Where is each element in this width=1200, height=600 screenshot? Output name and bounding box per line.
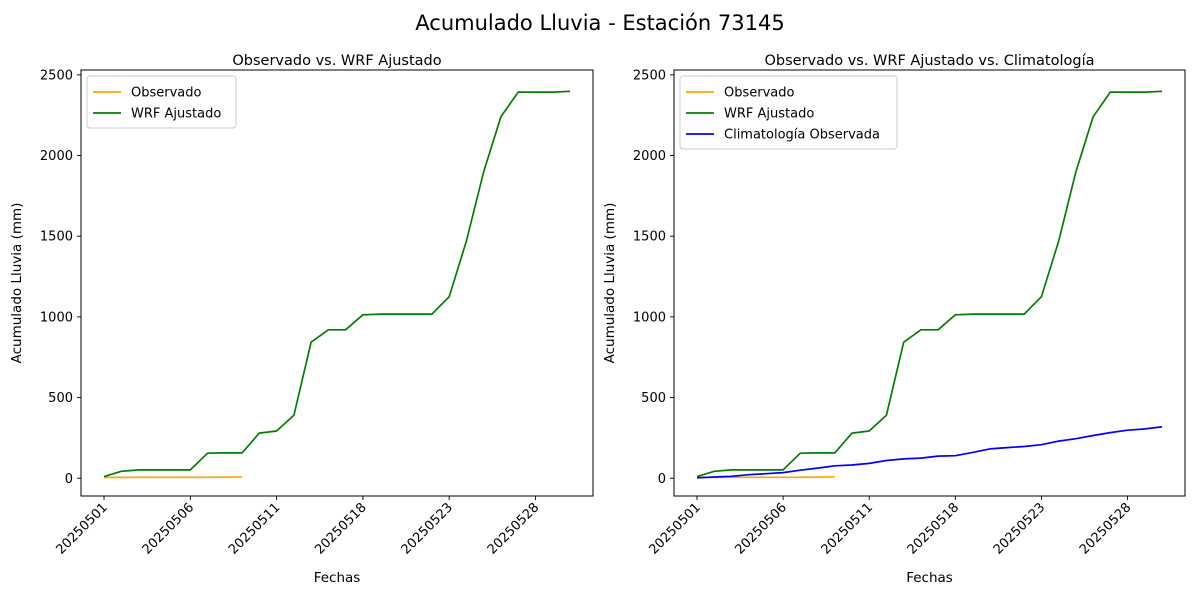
y-tick-label: 0: [65, 472, 73, 487]
legend-label: Observado: [724, 86, 795, 101]
series-line-observado: [104, 475, 243, 479]
plot-frame: [80, 69, 594, 497]
x-tick-label: 20250501: [53, 500, 110, 557]
y-tick-label: 2500: [633, 68, 666, 83]
legend-label: Observado: [131, 86, 202, 101]
y-tick-label: 2500: [40, 68, 73, 83]
x-tick-label: 20250511: [226, 500, 283, 557]
y-tick-label: 1500: [633, 230, 666, 245]
plot-frame: [673, 69, 1186, 497]
y-tick-label: 500: [641, 391, 666, 406]
series-line-wrf-ajustado: [696, 90, 1163, 478]
chart-right: Observado vs. WRF Ajustado vs. Climatolo…: [602, 53, 1186, 586]
x-tick-label: 20250528: [1077, 500, 1134, 557]
x-tick-label: 20250528: [485, 500, 542, 557]
legend-label: WRF Ajustado: [131, 107, 221, 122]
y-tick-label: 1500: [40, 230, 73, 245]
y-tick-label: 1000: [40, 310, 73, 325]
x-tick-label: 20250523: [399, 500, 456, 557]
legend-label: WRF Ajustado: [724, 107, 814, 122]
y-tick-label: 2000: [40, 149, 73, 164]
y-tick-label: 1000: [633, 310, 666, 325]
x-axis-label: Fechas: [314, 570, 361, 586]
x-axis-label: Fechas: [906, 570, 953, 586]
chart-left: Observado vs. WRF Ajustado 0 500 1000 1500 20…: [9, 53, 594, 586]
x-tick-label: 20250518: [312, 500, 369, 557]
y-tick-label: 0: [658, 472, 666, 487]
x-tick-label: 20250511: [819, 500, 876, 557]
y-tick-label: 500: [48, 391, 73, 406]
legend-box: [679, 75, 898, 150]
chart-title: Observado vs. WRF Ajustado: [232, 53, 441, 69]
figure-suptitle: Acumulado Lluvia - Estación 73145: [415, 11, 784, 35]
x-tick-label: 20250523: [991, 500, 1048, 557]
chart-title: Observado vs. WRF Ajustado vs. Climatolo…: [765, 53, 1095, 69]
legend-box: [86, 75, 237, 129]
series-line-climatologia-observada: [696, 426, 1163, 479]
x-tick-label: 20250518: [905, 500, 962, 557]
x-tick-label: 20250506: [140, 500, 197, 557]
y-axis-label: Acumulado Lluvia (mm): [602, 203, 618, 364]
series-line-wrf-ajustado: [103, 90, 571, 478]
x-tick-label: 20250506: [733, 500, 790, 557]
y-axis-label: Acumulado Lluvia (mm): [9, 203, 25, 364]
y-tick-label: 2000: [633, 149, 666, 164]
legend-label: Climatología Observada: [724, 128, 880, 143]
x-tick-label: 20250501: [646, 500, 703, 557]
